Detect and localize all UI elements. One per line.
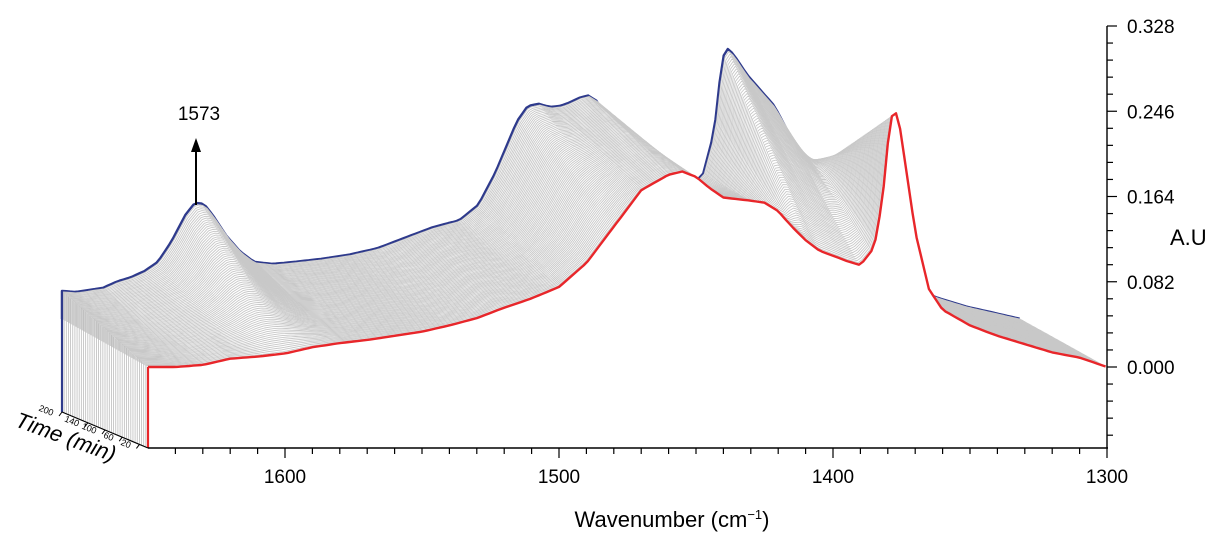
y-tick-label: 0.164 xyxy=(1127,188,1175,209)
x-tick-label: 1300 xyxy=(1086,467,1128,488)
time-tick xyxy=(101,429,106,435)
time-tick xyxy=(135,444,140,449)
time-tick xyxy=(84,422,89,428)
x-tick-label: 1600 xyxy=(264,467,306,488)
x-tick-label: 1500 xyxy=(538,467,580,488)
time-tick xyxy=(58,411,63,417)
y-tick-label: 0.000 xyxy=(1127,358,1175,379)
y-tick-label: 0.082 xyxy=(1127,273,1175,294)
y-tick-label: 0.246 xyxy=(1127,102,1175,123)
axes: 1600 1500 1400 1300 0.000 0.082 0.164 0.246 0.32… xyxy=(148,17,1175,488)
x-axis-title: Wavenumber (cm−1) xyxy=(575,507,770,532)
time-tick xyxy=(118,436,123,442)
y-axis-title: A.U xyxy=(1170,225,1207,250)
time-tick-label: 20 xyxy=(119,437,132,450)
spectra-layer xyxy=(60,47,1106,369)
annotation-label: 1573 xyxy=(178,104,220,125)
spectrum-first xyxy=(148,112,1106,369)
x-tick-label: 1400 xyxy=(812,467,854,488)
annotation: 1573 xyxy=(178,104,220,205)
annotation-arrowhead xyxy=(191,138,201,152)
time-tick-label: 60 xyxy=(102,430,115,443)
y-tick-label: 0.328 xyxy=(1127,17,1175,38)
